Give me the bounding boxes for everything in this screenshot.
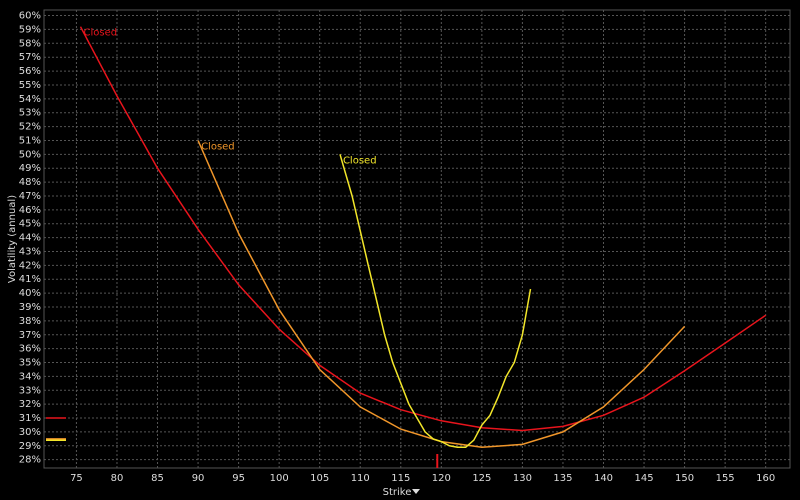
y-tick-label: 34% — [19, 371, 41, 382]
y-tick-label: 52% — [19, 122, 41, 133]
y-tick-label: 31% — [19, 413, 41, 424]
y-tick-label: 44% — [19, 233, 41, 244]
x-tick-label: 115 — [391, 473, 410, 484]
y-tick-label: 48% — [19, 177, 41, 188]
y-tick-label: 50% — [19, 149, 41, 160]
y-tick-label: 53% — [19, 108, 41, 119]
y-tick-label: 41% — [19, 274, 41, 285]
y-tick-label: 46% — [19, 205, 41, 216]
series-label: Closed — [201, 141, 235, 152]
x-tick-label: 80 — [111, 473, 124, 484]
x-tick-label: 100 — [270, 473, 289, 484]
y-tick-label: 59% — [19, 24, 41, 35]
x-tick-label: 90 — [192, 473, 205, 484]
y-tick-label: 29% — [19, 441, 41, 452]
y-tick-label: 54% — [19, 94, 41, 105]
y-tick-label: 49% — [19, 163, 41, 174]
x-tick-label: 150 — [675, 473, 694, 484]
y-tick-label: 56% — [19, 66, 41, 77]
y-tick-label: 45% — [19, 219, 41, 230]
x-tick-label: 75 — [70, 473, 83, 484]
y-tick-label: 57% — [19, 52, 41, 63]
y-axis-label: Volatility (annual) — [7, 195, 18, 283]
series-label: Closed — [343, 155, 377, 166]
dropdown-arrow[interactable] — [412, 489, 420, 494]
x-tick-label: 110 — [351, 473, 370, 484]
y-tick-label: 30% — [19, 427, 41, 438]
x-tick-label: 140 — [594, 473, 613, 484]
x-tick-label: 145 — [634, 473, 653, 484]
x-tick-label: 130 — [513, 473, 532, 484]
x-tick-label: 160 — [756, 473, 775, 484]
y-tick-label: 37% — [19, 330, 41, 341]
y-tick-label: 36% — [19, 344, 41, 355]
y-tick-label: 60% — [19, 11, 41, 22]
x-tick-label: 120 — [432, 473, 451, 484]
series-line — [79, 26, 767, 432]
y-tick-label: 58% — [19, 38, 41, 49]
y-tick-label: 40% — [19, 288, 41, 299]
y-tick-label: 32% — [19, 399, 41, 410]
y-tick-label: 47% — [19, 191, 41, 202]
y-tick-label: 43% — [19, 246, 41, 257]
x-tick-label: 85 — [151, 473, 164, 484]
x-axis-control[interactable]: Strike — [383, 487, 420, 498]
x-axis-label[interactable]: Strike — [383, 487, 412, 498]
x-tick-label: 95 — [232, 473, 245, 484]
x-tick-label: 155 — [716, 473, 735, 484]
y-tick-label: 42% — [19, 260, 41, 271]
x-tick-label: 105 — [310, 473, 329, 484]
series-line — [339, 154, 532, 448]
y-tick-label: 39% — [19, 302, 41, 313]
plot-border — [43, 9, 791, 469]
y-tick-label: 33% — [19, 385, 41, 396]
x-tick-label: 125 — [472, 473, 491, 484]
y-tick-label: 28% — [19, 455, 41, 466]
y-tick-label: 38% — [19, 316, 41, 327]
y-tick-label: 55% — [19, 80, 41, 91]
y-tick-label: 51% — [19, 135, 41, 146]
series-label: Closed — [83, 28, 117, 39]
x-tick-label: 135 — [553, 473, 572, 484]
y-tick-label: 35% — [19, 358, 41, 369]
